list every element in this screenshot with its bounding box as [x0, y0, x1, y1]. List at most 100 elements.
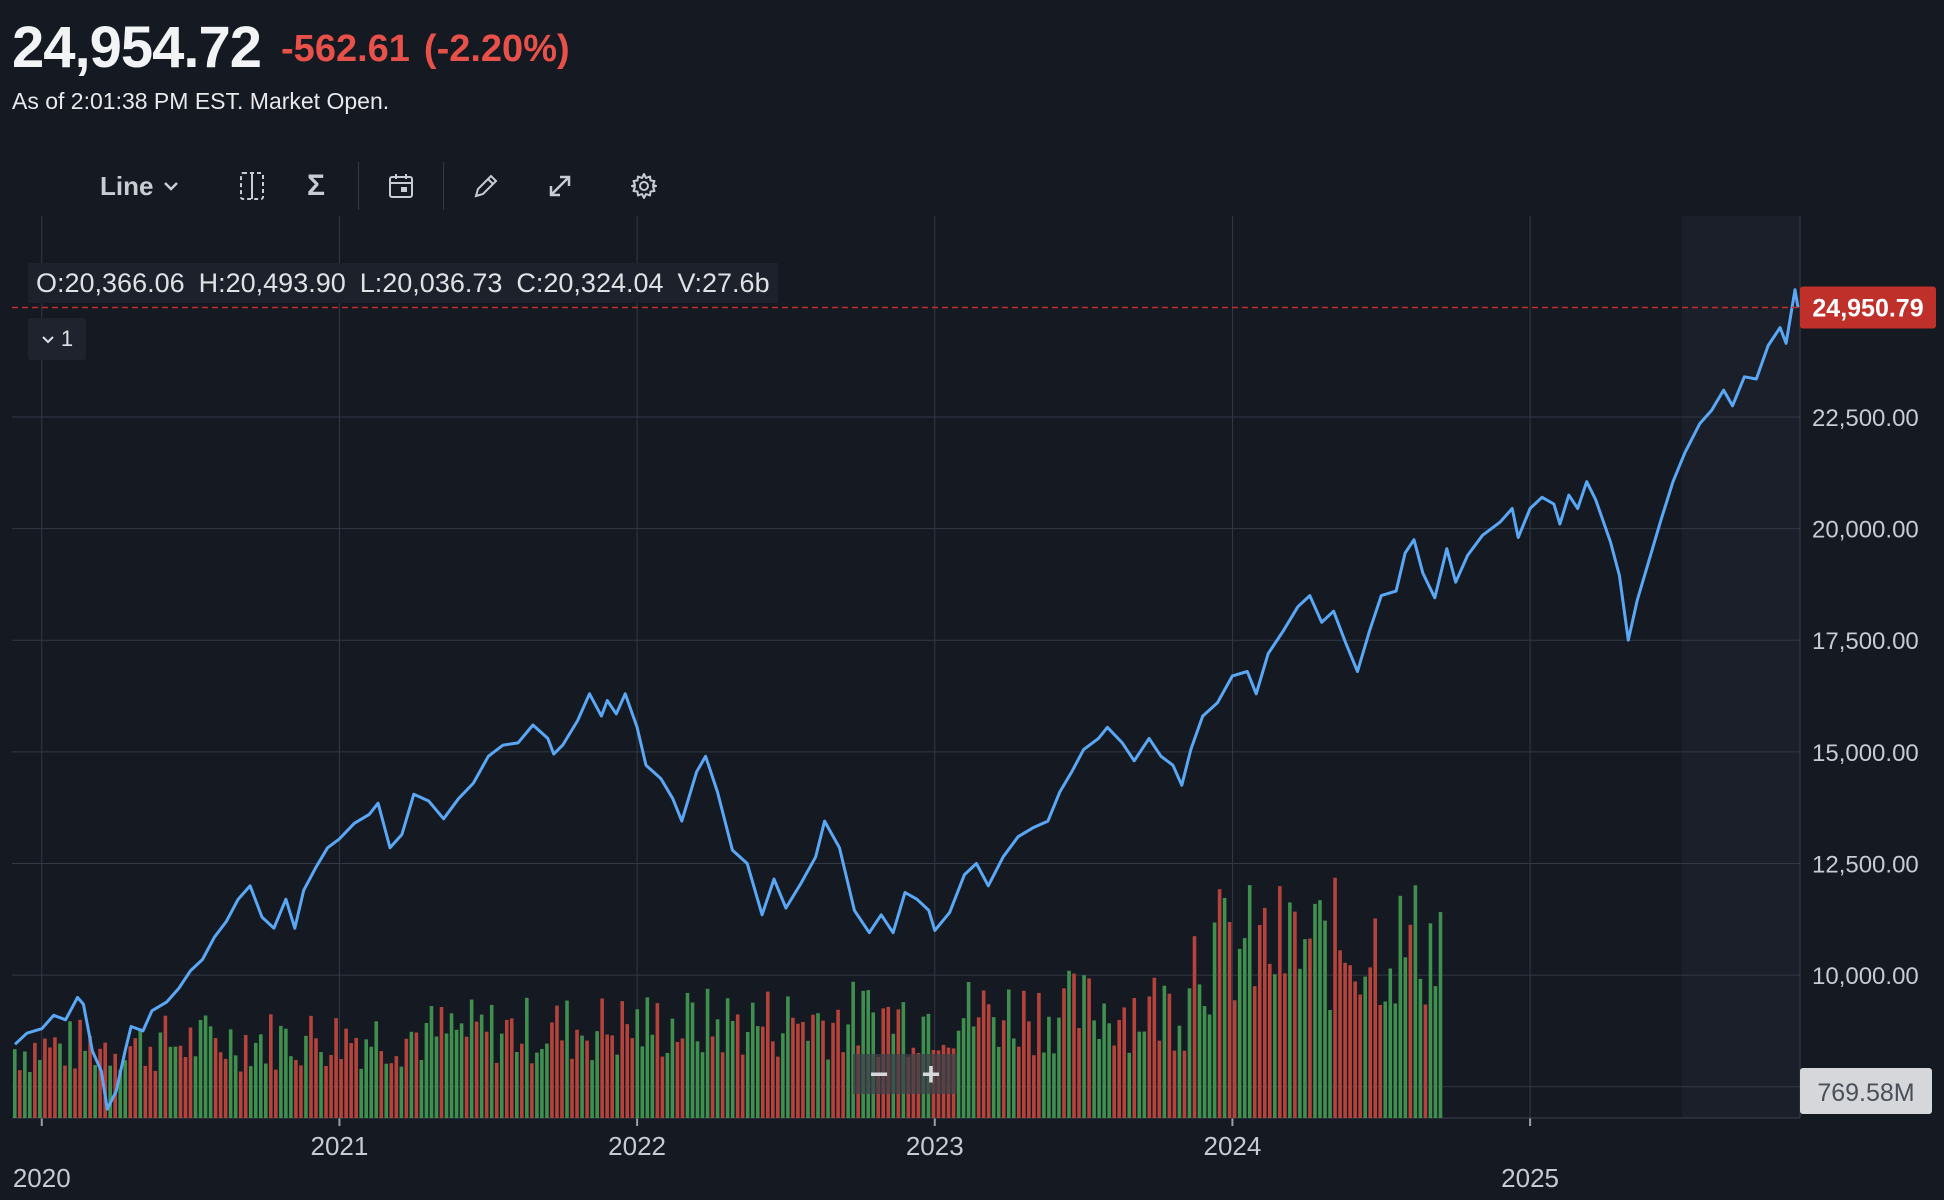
zoom-out-button[interactable]: −: [869, 1055, 889, 1092]
volume-bar: [33, 1042, 37, 1118]
volume-bar: [369, 1046, 374, 1118]
volume-bar: [449, 1013, 454, 1118]
volume-bar: [720, 1052, 725, 1118]
volume-bar: [454, 1029, 459, 1118]
volume-bar: [1152, 977, 1157, 1118]
volume-bar: [128, 1046, 133, 1118]
volume-bar: [615, 1054, 619, 1118]
volume-bar: [289, 1056, 293, 1118]
price-change: -562.61: [281, 28, 410, 70]
chart-toolbar: Line Σ: [100, 160, 686, 212]
volume-bar: [1172, 1050, 1177, 1118]
high-value: H:20,493.90: [198, 268, 346, 298]
volume-bar: [846, 1024, 850, 1118]
volume-bar: [439, 1006, 444, 1118]
volume-bar: [434, 1036, 439, 1118]
series-collapse-toggle[interactable]: 1: [28, 318, 86, 360]
draw-button[interactable]: [454, 164, 518, 208]
toolbar-divider: [443, 162, 444, 210]
volume-bar: [1278, 886, 1282, 1118]
quote-header: 24,954.72 -562.61 (-2.20%): [12, 14, 570, 81]
volume-bar: [274, 1069, 278, 1118]
volume-bar: [695, 1041, 700, 1118]
volume-bar: [1187, 988, 1192, 1118]
volume-bar: [1303, 939, 1307, 1118]
volume-bar: [1222, 897, 1227, 1118]
volume-bar: [1202, 1006, 1207, 1118]
volume-bar: [1373, 918, 1378, 1118]
fullscreen-button[interactable]: [518, 164, 602, 208]
volume-bar: [1197, 984, 1202, 1118]
volume-bar: [1107, 1023, 1111, 1118]
volume-bar: [1037, 992, 1041, 1118]
volume-bar: [1313, 903, 1317, 1118]
volume-bar: [1227, 922, 1232, 1118]
volume-bar: [479, 1014, 484, 1118]
volume-bar: [1057, 1017, 1061, 1118]
y-tick-label: 20,000.00: [1812, 517, 1919, 544]
volume-bar: [1072, 973, 1076, 1118]
volume-bar: [1001, 1020, 1006, 1118]
chevron-down-icon: [164, 182, 179, 191]
volume-bar: [1343, 962, 1347, 1118]
volume-bar: [645, 997, 650, 1118]
volume-bar: [1328, 1009, 1332, 1118]
market-status: As of 2:01:38 PM EST. Market Open.: [12, 88, 390, 114]
volume-bar: [715, 1019, 720, 1118]
volume-bar: [595, 1031, 599, 1118]
volume-bar: [600, 998, 604, 1118]
volume-bar: [1011, 1038, 1016, 1118]
volume-bar: [1257, 924, 1262, 1118]
volume-bar: [158, 1032, 163, 1118]
volume-bar: [740, 1054, 745, 1118]
volume-bar: [58, 1043, 62, 1118]
volume-bar: [1177, 1025, 1182, 1118]
volume-bar: [1032, 1055, 1036, 1118]
volume-bar: [213, 1038, 218, 1118]
volume-bar: [329, 1055, 333, 1118]
volume-bar: [1217, 889, 1222, 1118]
volume-bar: [1252, 986, 1257, 1118]
volume-bar: [540, 1048, 544, 1118]
volume-bar: [374, 1021, 379, 1118]
volume-bar: [1212, 922, 1217, 1118]
volume-bar: [1438, 912, 1443, 1118]
y-tick-label: 10,000.00: [1812, 963, 1919, 990]
volume-bar: [178, 1045, 183, 1118]
volume-bar: [1132, 997, 1137, 1118]
date-range-button[interactable]: [369, 164, 433, 208]
volume-bar: [1042, 1052, 1046, 1118]
volume-bar: [836, 1009, 840, 1118]
zoom-in-button[interactable]: +: [921, 1055, 941, 1092]
y-tick-label: 15,000.00: [1812, 740, 1919, 767]
volume-bar: [1318, 900, 1322, 1118]
indicators-button[interactable]: Σ: [284, 164, 348, 208]
settings-button[interactable]: [602, 164, 686, 208]
price-change-percent: (-2.20%): [423, 28, 570, 70]
volume-bar: [419, 1059, 424, 1118]
volume-bar: [304, 1035, 308, 1118]
volume-bar: [309, 1015, 313, 1118]
volume-bar: [816, 1013, 820, 1118]
volume-bar: [635, 1009, 640, 1118]
volume-bar: [93, 1065, 97, 1118]
chart-type-dropdown[interactable]: Line: [100, 164, 220, 208]
volume-bar: [555, 1005, 559, 1118]
volume-bar: [284, 1028, 288, 1118]
compare-button[interactable]: [220, 164, 284, 208]
volume-bar: [841, 1052, 845, 1118]
volume-bar: [1383, 1001, 1388, 1118]
volume-bar: [771, 1041, 775, 1118]
volume-bar: [339, 1059, 343, 1118]
volume-bar: [474, 1021, 479, 1118]
chart-type-label: Line: [100, 170, 154, 201]
volume-bar: [1022, 990, 1026, 1118]
volume-bar: [1273, 974, 1277, 1118]
volume-bar: [565, 1000, 569, 1118]
volume-bar: [1027, 1021, 1031, 1118]
volume-bar: [1047, 1016, 1051, 1118]
volume-bar: [1433, 986, 1438, 1118]
volume-bar: [981, 990, 986, 1118]
volume-bar: [1147, 996, 1152, 1118]
